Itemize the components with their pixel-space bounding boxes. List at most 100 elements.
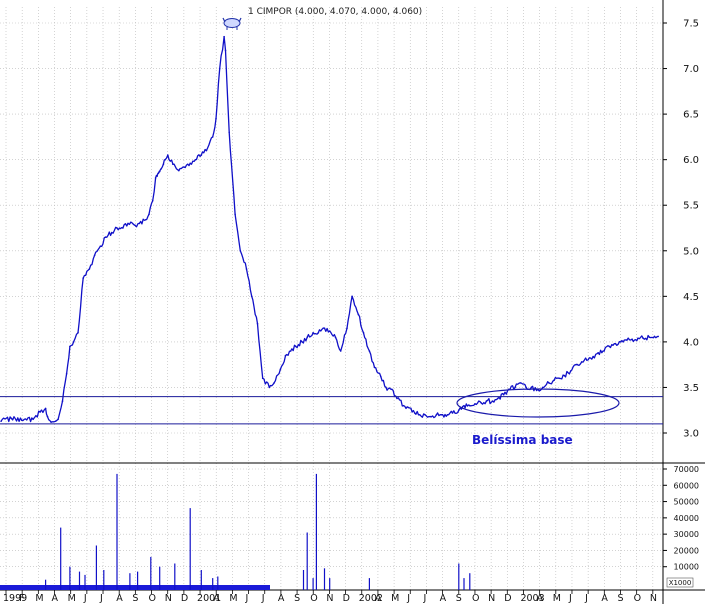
y-tick-label: 5.0	[683, 246, 699, 257]
price-point	[183, 166, 185, 168]
volume-unit-box	[666, 577, 694, 588]
price-point	[525, 386, 527, 389]
price-point	[575, 363, 577, 366]
price-point	[82, 277, 84, 279]
chart-title: 1 CIMPOR (4.000, 4.070, 4.000, 4.060)	[248, 7, 422, 17]
annotations: Belíssima base	[456, 388, 620, 447]
y-tick-label: 6.0	[683, 155, 699, 166]
price-point	[228, 131, 230, 134]
price-point	[373, 366, 376, 369]
price-point	[289, 350, 292, 352]
x-tick-label: O	[634, 593, 641, 604]
x-tick-label: N	[650, 593, 657, 604]
y-tick-label: 3.0	[683, 429, 699, 440]
price-point	[429, 415, 431, 418]
price-point	[569, 370, 572, 372]
price-point	[194, 158, 197, 161]
price-point	[580, 361, 583, 363]
x-tick-label: M	[68, 593, 76, 604]
price-point	[164, 158, 166, 161]
x-tick-label: 2003	[520, 593, 544, 604]
price-point	[160, 168, 162, 170]
base-highlight-ellipse	[456, 388, 620, 418]
x-tick-label: M	[391, 593, 399, 604]
y-tick-label: 6.5	[683, 110, 699, 121]
price-point	[563, 374, 566, 377]
price-point	[323, 327, 326, 330]
price-point	[413, 412, 416, 414]
price-point	[167, 154, 169, 156]
price-point	[317, 332, 320, 334]
x-tick-label: D	[504, 593, 511, 604]
volume-baseline	[0, 585, 270, 590]
x-tick-label: 1999	[3, 593, 27, 604]
price-point	[279, 368, 282, 371]
price-point	[268, 386, 271, 389]
price-point	[57, 418, 59, 421]
price-point	[39, 411, 41, 413]
price-point	[380, 375, 382, 378]
price-point	[261, 377, 264, 380]
price-point	[134, 224, 136, 227]
x-tick-label: A	[278, 593, 285, 604]
x-tick-label: S	[132, 593, 138, 604]
price-point	[154, 177, 157, 179]
price-point	[151, 199, 154, 202]
price-point	[614, 342, 617, 345]
price-point	[245, 268, 248, 270]
x-tick-label: A	[116, 593, 123, 604]
x-tick-label: J	[568, 593, 572, 604]
price-point	[211, 136, 214, 138]
price-point	[148, 213, 150, 216]
x-tick-label: N	[326, 593, 333, 604]
price-point	[189, 162, 191, 165]
price-point	[440, 414, 443, 416]
price-point	[224, 49, 227, 52]
price-point	[648, 336, 651, 339]
price-point	[603, 350, 605, 352]
price-point	[61, 400, 64, 402]
price-point	[402, 404, 405, 407]
x-tick-label: D	[181, 593, 188, 604]
price-point	[172, 163, 174, 165]
volume-tick-label: 70000	[674, 465, 699, 474]
price-point	[122, 227, 124, 229]
x-tick-label: A	[537, 593, 544, 604]
price-point	[312, 332, 314, 334]
reference-lines	[0, 396, 663, 425]
x-tick-label: A	[375, 593, 382, 604]
price-point	[558, 377, 560, 380]
price-point	[32, 418, 34, 421]
x-tick-label: M	[35, 593, 43, 604]
volume-tick-label: 30000	[674, 530, 699, 539]
y-tick-label: 7.5	[683, 19, 699, 30]
price-point	[480, 402, 483, 404]
price-point	[502, 393, 505, 396]
x-tick-label: J	[584, 593, 588, 604]
price-point	[234, 213, 236, 216]
x-tick-label: 2002	[359, 593, 383, 604]
price-point	[619, 341, 622, 343]
y-tick-label: 4.0	[683, 337, 699, 348]
price-point	[200, 154, 203, 156]
annotation-label: Belíssima base	[472, 433, 573, 447]
price-point	[306, 336, 309, 339]
price-point	[642, 337, 644, 340]
price-point	[72, 341, 75, 343]
price-point	[497, 397, 499, 400]
price-point	[93, 254, 96, 257]
price-point	[626, 339, 628, 341]
x-tick-label: A	[52, 593, 59, 604]
volume-tick-label: 10000	[674, 563, 699, 572]
volume-tick-label: 20000	[674, 546, 699, 555]
x-tick-label: N	[488, 593, 495, 604]
price-point	[205, 149, 208, 152]
price-point	[637, 337, 639, 340]
x-tick-label: F	[19, 593, 24, 604]
volume-tick-label: 40000	[674, 514, 699, 523]
price-point	[54, 420, 57, 423]
price-point	[250, 295, 253, 298]
